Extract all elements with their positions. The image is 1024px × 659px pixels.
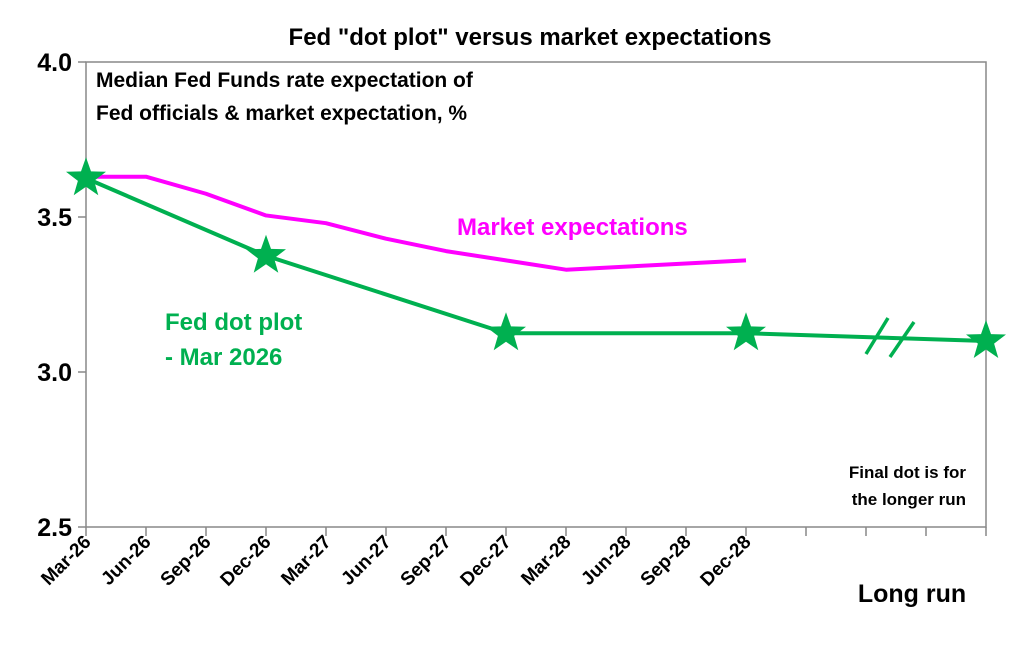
market-expectations-label: Market expectations	[457, 214, 688, 241]
fed-dot-star-marker	[486, 312, 526, 351]
x-tick-label: Sep-26	[157, 532, 216, 591]
fed-dot-star-marker	[246, 234, 286, 273]
x-tick-label: Sep-27	[397, 532, 456, 591]
chart-title: Fed "dot plot" versus market expectation…	[289, 24, 772, 51]
market-expectations-line	[86, 174, 747, 272]
subtitle-line-1: Median Fed Funds rate expectation of	[96, 69, 474, 92]
axis-break-mark	[888, 321, 916, 358]
y-tick-label: 3.0	[37, 359, 72, 387]
x-tick-label: Dec-26	[217, 532, 276, 591]
y-tick-label: 2.5	[37, 514, 72, 542]
x-tick-label: Mar-27	[277, 532, 335, 590]
note-line-2: the longer run	[852, 490, 966, 509]
fed-dot-plot-label-2: - Mar 2026	[165, 344, 282, 371]
axis-break-mark	[864, 317, 890, 355]
fed-dot-star-marker	[66, 157, 106, 196]
x-tick-label: Mar-28	[517, 532, 575, 590]
x-tick-label: Sep-28	[637, 532, 696, 591]
fed-dot-star-marker	[966, 320, 1006, 358]
fed-dot-plot-label-1: Fed dot plot	[165, 309, 302, 336]
y-tick-label: 4.0	[37, 49, 72, 77]
note-line-1: Final dot is for	[849, 463, 966, 482]
x-tick-label: Jun-26	[97, 532, 155, 590]
x-tick-label: Dec-27	[457, 532, 516, 591]
fed-dot-star-marker	[726, 312, 766, 351]
x-tick-label: Jun-28	[577, 532, 635, 590]
plot-area	[85, 61, 987, 528]
subtitle-line-2: Fed officials & market expectation, %	[96, 102, 467, 125]
long-run-label: Long run	[858, 580, 966, 608]
y-tick-label: 3.5	[37, 204, 72, 232]
x-tick-label: Dec-28	[697, 532, 756, 591]
x-tick-label: Jun-27	[337, 532, 395, 590]
